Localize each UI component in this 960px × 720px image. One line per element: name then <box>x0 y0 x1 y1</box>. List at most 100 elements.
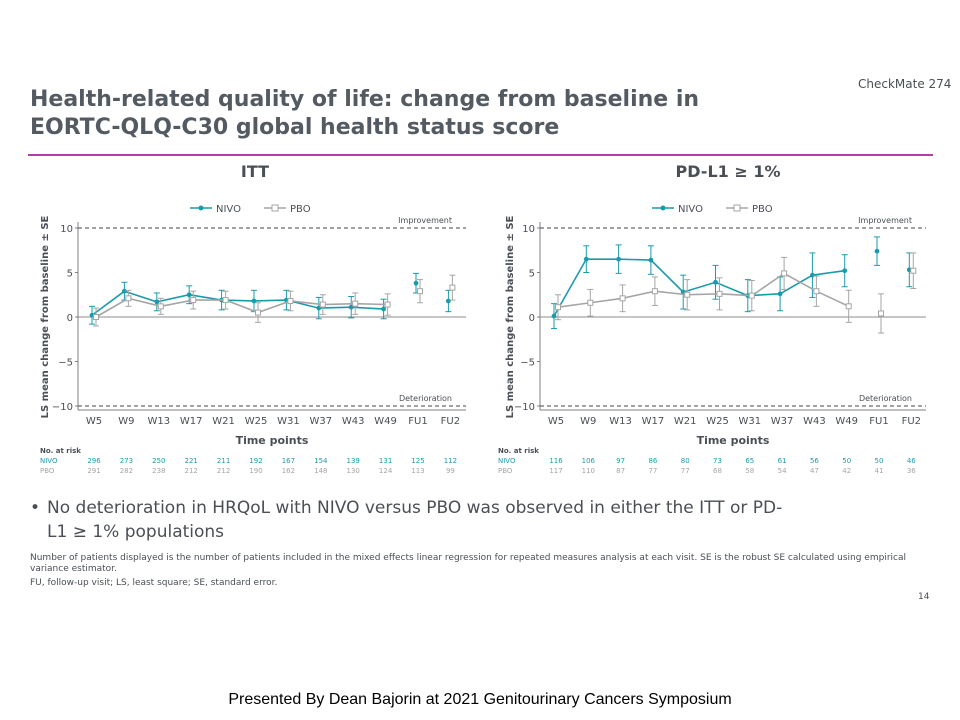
chart2-xtick-label: FU1 <box>869 416 888 427</box>
chart1-point-pbo <box>352 300 359 307</box>
chart1-at-risk-value-nivo: 221 <box>185 457 198 465</box>
chart1-at-risk-value-pbo: 148 <box>314 467 327 475</box>
chart2-at-risk-value-pbo: 68 <box>713 467 722 475</box>
chart2-point-nivo <box>551 313 557 319</box>
chart2-at-risk-value-pbo: 54 <box>778 467 787 475</box>
chart1-at-risk-value-nivo: 250 <box>152 457 165 465</box>
chart2-point-pbo <box>619 295 626 302</box>
chart2-at-risk-label: No. at risk <box>498 447 539 455</box>
chart1-point-pbo <box>190 297 197 304</box>
chart2-xtick-label: W17 <box>642 416 665 427</box>
chart2-at-risk-value-nivo: 50 <box>875 457 884 465</box>
chart1-at-risk-value-pbo: 212 <box>185 467 198 475</box>
bullet-point: • No deterioration in HRQoL with NIVO ve… <box>30 496 790 544</box>
chart1-at-risk-value-pbo: 124 <box>379 467 393 475</box>
chart1-point-pbo <box>157 303 164 310</box>
chart2-point-pbo <box>781 270 788 277</box>
chart1-xtick-label: FU1 <box>408 416 427 427</box>
chart1-at-risk-value-pbo: 130 <box>347 467 360 475</box>
chart2-deterioration-label: Deterioration <box>859 394 912 403</box>
chart1-ytick-label: 5 <box>67 269 73 280</box>
chart2-xtick-label: W37 <box>771 416 794 427</box>
chart1-point-nivo <box>154 299 160 305</box>
chart1-point-pbo <box>255 309 261 316</box>
chart2-at-risk-value-pbo: 36 <box>907 467 916 475</box>
chart1-at-risk-row-label-pbo: PBO <box>40 467 55 475</box>
chart2-point-nivo <box>583 256 589 262</box>
chart1-legend-label-nivo: NIVO <box>216 204 241 215</box>
chart2-legend-label-pbo: PBO <box>752 204 773 215</box>
chart1-xtick-label: W25 <box>245 416 268 427</box>
chart2-y-axis-label: LS mean change from baseline ± SE <box>505 215 516 418</box>
title-line-2: EORTC-QLQ-C30 global health status score <box>30 115 560 140</box>
chart2-xtick-label: W9 <box>580 416 596 427</box>
chart2-title: PD-L1 ≥ 1% <box>676 162 781 181</box>
chart1-point-pbo <box>384 301 391 308</box>
chart2-at-risk-value-pbo: 77 <box>648 467 657 475</box>
chart1-point-pbo <box>222 297 229 304</box>
chart1-point-nivo <box>186 292 192 298</box>
chart1-ytick-label: 0 <box>67 313 73 324</box>
chart1-at-risk-value-nivo: 154 <box>314 457 328 465</box>
chart2-point-nivo <box>648 257 654 263</box>
chart1-xtick-label: FU2 <box>441 416 460 427</box>
chart2-at-risk-value-nivo: 61 <box>778 457 787 465</box>
chart2-point-pbo <box>716 290 723 297</box>
chart1-point-pbo <box>319 301 326 308</box>
chart1-at-risk-value-nivo: 112 <box>444 457 457 465</box>
chart2-xtick-label: W25 <box>706 416 729 427</box>
page-number: 14 <box>918 592 930 602</box>
chart2-xtick-label: W49 <box>835 416 858 427</box>
chart2-xtick-label: W31 <box>738 416 761 427</box>
chart1-at-risk-value-pbo: 291 <box>87 467 100 475</box>
chart1-point-pbo <box>125 295 132 302</box>
chart2-point-pbo <box>684 291 691 298</box>
chart1-point-pbo <box>93 314 99 320</box>
chart2-xtick-label: FU2 <box>902 416 921 427</box>
chart1-at-risk-value-pbo: 282 <box>120 467 133 475</box>
chart2-point-nivo <box>616 256 621 262</box>
chart2-legend-label-nivo: NIVO <box>678 204 703 215</box>
chart2-at-risk-value-nivo: 106 <box>582 457 596 465</box>
chart2-at-risk-value-pbo: 42 <box>842 467 851 475</box>
chart2-point-pbo <box>587 299 594 306</box>
chart1-xtick-label: W43 <box>342 416 365 427</box>
chart2-point-nivo <box>842 268 848 274</box>
chart2-at-risk-value-nivo: 46 <box>907 457 916 465</box>
chart2-point-pbo <box>878 310 884 317</box>
chart2-at-risk-value-pbo: 47 <box>810 467 819 475</box>
chart1-point-nivo <box>251 298 257 304</box>
chart1-xtick-label: W5 <box>86 416 102 427</box>
chart2-legend-marker-pbo <box>733 204 741 212</box>
bullet-marker: • <box>30 498 41 518</box>
chart2-point-nivo <box>874 248 880 254</box>
chart1-legend-label-pbo: PBO <box>290 204 311 215</box>
chart2-at-risk-value-nivo: 97 <box>616 457 625 465</box>
chart2-ytick-label: 0 <box>529 313 535 324</box>
chart1-legend-marker-nivo <box>198 205 204 211</box>
chart2-at-risk-value-nivo: 73 <box>713 457 722 465</box>
chart2-point-pbo <box>748 292 755 299</box>
chart2-ytick-label: −10 <box>514 402 535 413</box>
chart2-x-axis-label: Time points <box>697 434 770 447</box>
chart1-at-risk-value-nivo: 139 <box>347 457 360 465</box>
chart1-point-pbo <box>449 284 456 291</box>
chart1-xtick-label: W9 <box>118 416 134 427</box>
chart2-ytick-label: 10 <box>522 224 535 235</box>
chart1-ytick-label: 10 <box>60 224 73 235</box>
title-line-1: Health-related quality of life: change f… <box>30 87 700 112</box>
chart2-at-risk-value-pbo: 110 <box>582 467 595 475</box>
chart1-at-risk-value-pbo: 162 <box>282 467 295 475</box>
chart2-series-line-pbo <box>557 272 850 309</box>
chart1-y-axis-label: LS mean change from baseline ± SE <box>40 215 51 418</box>
chart1-legend-marker-pbo <box>271 204 279 212</box>
chart1-at-risk-value-pbo: 190 <box>249 467 262 475</box>
chart1-at-risk-row-label-nivo: NIVO <box>40 457 58 465</box>
chart2-at-risk-row-label-pbo: PBO <box>498 467 513 475</box>
chart1-point-pbo <box>287 297 294 304</box>
chart1-at-risk-value-pbo: 113 <box>411 467 424 475</box>
chart2-at-risk-value-nivo: 80 <box>681 457 690 465</box>
chart1-xtick-label: W49 <box>374 416 397 427</box>
chart1-at-risk-label: No. at risk <box>40 447 81 455</box>
presenter-credit: Presented By Dean Bajorin at 2021 Genito… <box>228 691 732 708</box>
